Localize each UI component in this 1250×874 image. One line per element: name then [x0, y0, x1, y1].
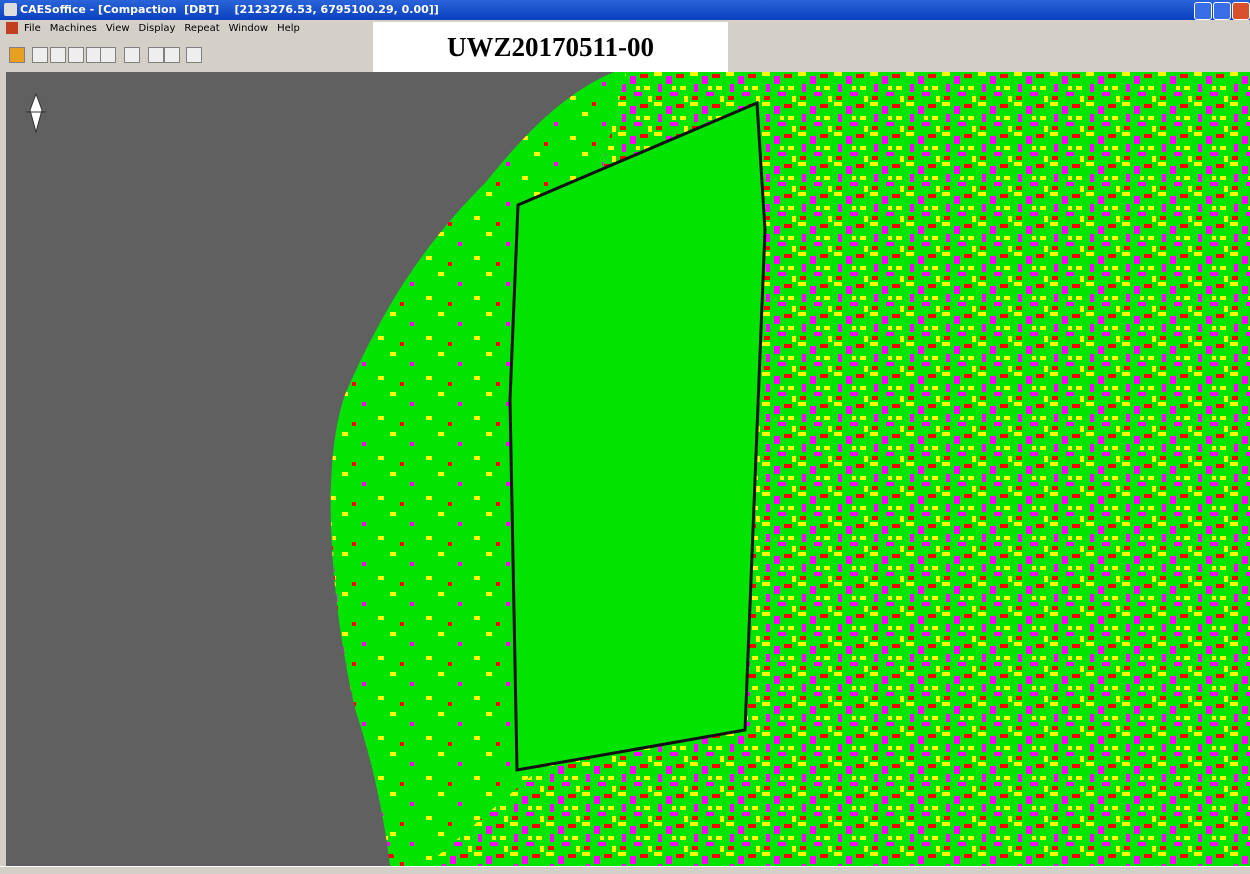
tool-button[interactable]	[186, 47, 202, 63]
map-label: UWZ20170511-00	[373, 22, 728, 72]
menu-item[interactable]: Window	[229, 23, 268, 34]
menu-item[interactable]: Help	[277, 23, 300, 34]
menu-item[interactable]: Machines	[50, 23, 97, 34]
menu-item[interactable]: View	[106, 23, 130, 34]
tool-button[interactable]	[50, 47, 66, 63]
tool-button[interactable]	[164, 47, 180, 63]
close-button[interactable]	[1232, 2, 1250, 20]
map-view	[6, 72, 1250, 866]
menu-item[interactable]: File	[24, 23, 41, 34]
screen: CAESoffice - [Compaction [DBT] [2123276.…	[0, 0, 1250, 873]
tool-button[interactable]	[124, 47, 140, 63]
tool-button[interactable]	[68, 47, 84, 63]
field-boundary	[510, 103, 765, 770]
tool-button[interactable]	[9, 47, 25, 63]
menu-icon	[6, 22, 18, 34]
minimize-button[interactable]	[1194, 2, 1212, 20]
tool-button[interactable]	[148, 47, 164, 63]
app-icon	[4, 3, 17, 16]
title-bar: CAESoffice - [Compaction [DBT] [2123276.…	[0, 0, 1250, 20]
menu-item[interactable]: Display	[139, 23, 176, 34]
window-title: CAESoffice - [Compaction [DBT] [2123276.…	[20, 0, 439, 20]
tool-button[interactable]	[100, 47, 116, 63]
maximize-button[interactable]	[1213, 2, 1231, 20]
tool-button[interactable]	[32, 47, 48, 63]
menu-item[interactable]: Repeat	[184, 23, 219, 34]
